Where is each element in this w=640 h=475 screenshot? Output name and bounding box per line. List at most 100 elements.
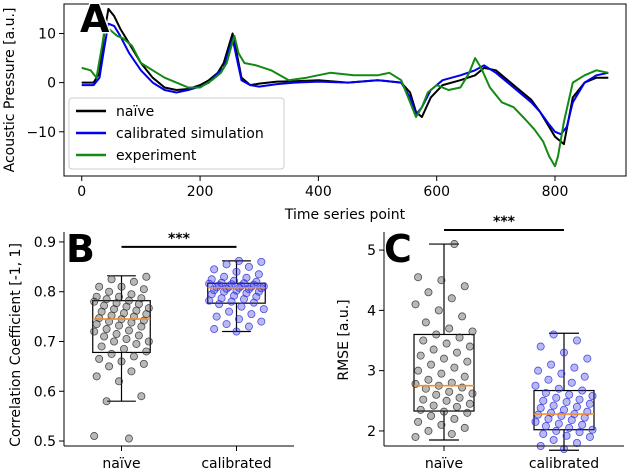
data-point — [541, 422, 550, 431]
data-point — [414, 273, 423, 282]
data-point — [575, 428, 584, 437]
data-point — [458, 312, 467, 321]
data-point — [460, 423, 469, 432]
data-point — [222, 260, 231, 269]
data-point — [424, 375, 433, 384]
data-point — [411, 432, 420, 441]
data-point — [92, 372, 101, 381]
x-tick-label: 400 — [305, 184, 332, 200]
y-tick-label: 10 — [38, 26, 56, 42]
data-point — [437, 369, 446, 378]
box — [92, 300, 151, 354]
panel-c-ylabel: RMSE [a.u.] — [336, 299, 352, 380]
data-point — [107, 349, 116, 358]
data-point — [588, 391, 597, 400]
data-point — [207, 275, 216, 284]
y-tick-label: 0.8 — [34, 285, 56, 301]
data-point — [105, 362, 114, 371]
data-point — [445, 387, 454, 396]
data-point — [450, 363, 459, 372]
series-line-calibrated — [81, 22, 609, 136]
data-point — [242, 273, 251, 282]
data-point — [432, 330, 441, 339]
data-point — [583, 354, 592, 363]
data-point — [562, 431, 571, 440]
data-point — [452, 402, 461, 411]
data-point — [132, 339, 141, 348]
data-point — [259, 305, 268, 314]
data-point — [419, 336, 428, 345]
box — [413, 333, 475, 412]
data-point — [437, 420, 446, 429]
data-point — [536, 404, 545, 413]
line-series-group — [81, 7, 609, 168]
data-point — [539, 429, 548, 438]
data-point — [117, 282, 126, 291]
data-point — [129, 352, 138, 361]
panel-b-boxplots: *** — [90, 231, 268, 443]
data-point — [220, 272, 229, 281]
data-point — [244, 262, 253, 271]
data-point — [429, 401, 438, 410]
data-point — [416, 405, 425, 414]
data-point — [139, 285, 148, 294]
data-point — [531, 381, 540, 390]
legend: naïve calibrated simulation experiment — [68, 97, 285, 170]
data-point — [232, 267, 241, 276]
x-tick-label: 200 — [187, 184, 214, 200]
data-point — [95, 282, 104, 291]
data-point — [578, 420, 587, 429]
data-point — [445, 324, 454, 333]
data-point — [544, 375, 553, 384]
y-tick-label: 3 — [367, 364, 376, 380]
data-point — [549, 401, 558, 410]
data-point — [105, 287, 114, 296]
data-point — [560, 405, 569, 414]
legend-label-experiment: experiment — [116, 148, 197, 164]
data-point — [578, 386, 587, 395]
data-point — [437, 276, 446, 285]
category-label: naïve — [102, 456, 140, 472]
data-point — [237, 302, 246, 311]
significance-label: *** — [168, 231, 191, 247]
data-point — [427, 411, 436, 420]
data-point — [247, 310, 256, 319]
data-point — [115, 377, 124, 386]
x-tick-label: 600 — [423, 184, 450, 200]
data-point — [534, 366, 543, 375]
data-point — [565, 390, 574, 399]
data-point — [244, 322, 253, 331]
x-tick-label: 800 — [542, 184, 569, 200]
data-point — [102, 325, 111, 334]
data-point — [257, 257, 266, 266]
data-point — [570, 363, 579, 372]
legend-label-naive: naïve — [116, 104, 154, 120]
data-point — [452, 348, 461, 357]
category-label: naïve — [425, 456, 463, 472]
data-point — [432, 390, 441, 399]
data-point — [207, 290, 216, 299]
data-point — [107, 275, 116, 284]
data-point — [465, 342, 474, 351]
data-point — [127, 367, 136, 376]
panel-b: *** naïve calibrated 0.5 0.6 0.7 0.8 0.9 Corre… — [8, 226, 294, 472]
data-point — [234, 315, 243, 324]
legend-box — [68, 97, 285, 170]
panel-letter-b: B — [66, 227, 95, 271]
data-point — [232, 327, 241, 336]
data-point — [419, 395, 428, 404]
data-point — [124, 434, 133, 443]
panel-a: 0 200 400 600 800 10 0 −10 Time series point Ac… — [2, 0, 627, 223]
data-point — [575, 395, 584, 404]
panel-c-boxplots: *** — [411, 214, 597, 454]
box — [533, 389, 595, 431]
data-point — [129, 277, 138, 286]
data-point — [427, 360, 436, 369]
data-point — [460, 372, 469, 381]
x-tick-label: 0 — [77, 184, 86, 200]
panel-b-ylabel: Correlation Coefficient [-1, 1] — [8, 243, 24, 447]
data-point — [572, 336, 581, 345]
data-point — [411, 300, 420, 309]
data-point — [252, 277, 261, 286]
